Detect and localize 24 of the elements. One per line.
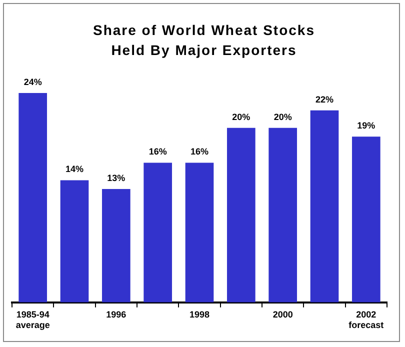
data-label: 16% <box>148 146 167 157</box>
data-label: 16% <box>190 146 209 157</box>
bar <box>310 110 339 302</box>
bar <box>144 162 172 302</box>
bar <box>102 188 130 302</box>
x-tick-label: 1998 <box>189 309 210 320</box>
chart-title: Share of World Wheat Stocks Held By Major Exporters <box>92 21 316 60</box>
data-label: 24% <box>24 76 42 87</box>
x-tick-label: 1985-94 average <box>16 309 50 330</box>
bar <box>227 128 256 302</box>
data-label: 20% <box>274 112 292 122</box>
x-tick-label: 2002 forecast <box>348 309 384 330</box>
x-tick-label: 1996 <box>106 309 126 320</box>
bar <box>18 92 47 302</box>
data-label: 20% <box>232 112 250 122</box>
data-label: 22% <box>315 94 334 104</box>
data-label: 19% <box>357 120 376 131</box>
bar <box>60 180 89 302</box>
x-tick-label: 2000 <box>272 309 293 320</box>
data-label: 13% <box>107 172 126 183</box>
bar <box>185 162 214 302</box>
bar <box>268 128 297 302</box>
data-label: 14% <box>65 164 84 174</box>
bar <box>352 136 380 302</box>
